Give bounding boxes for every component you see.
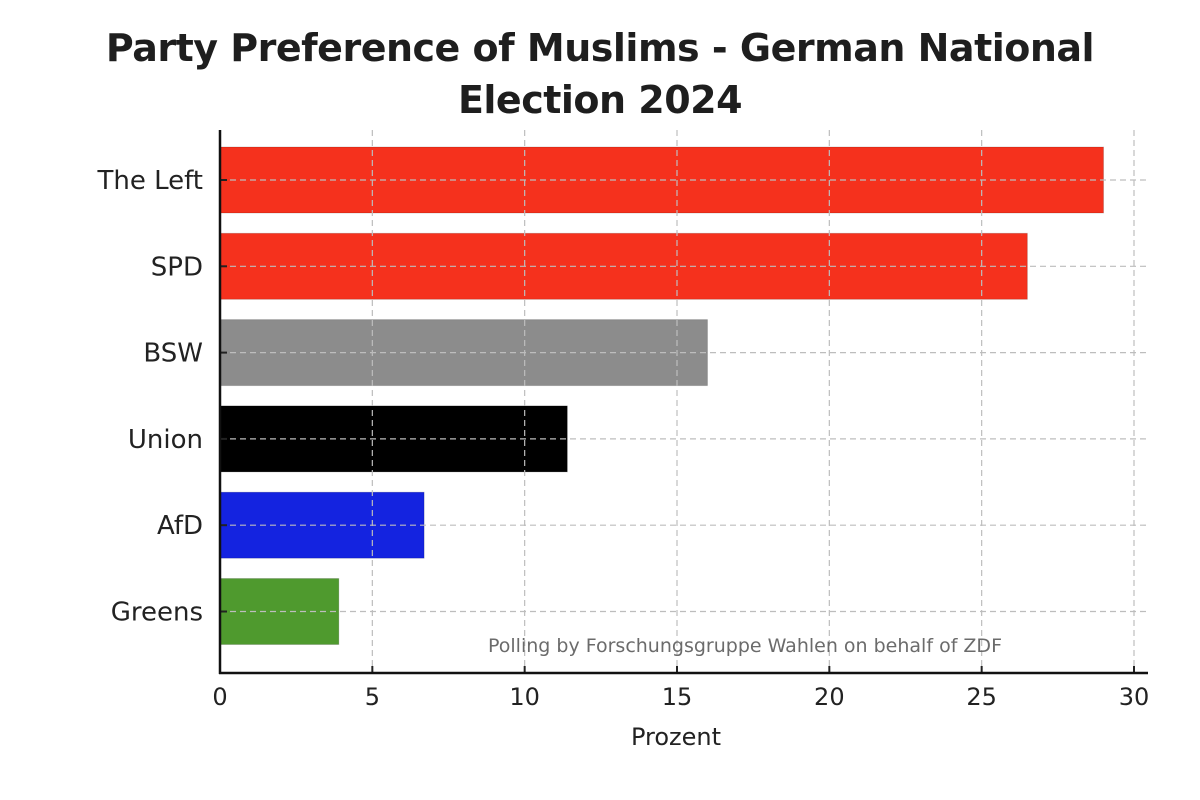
y-tick-labels: The Left SPD BSW Union AfD Greens — [96, 166, 203, 628]
y-tick-label: Greens — [111, 598, 203, 628]
y-tick-label: The Left — [96, 166, 203, 196]
grid-group — [220, 130, 1146, 673]
x-tick-label: 20 — [814, 683, 845, 711]
x-tick-label: 15 — [662, 683, 693, 711]
chart-title: Party Preference of Muslims - German Nat… — [0, 22, 1200, 126]
x-tick-label: 25 — [966, 683, 997, 711]
y-tick-label: BSW — [143, 339, 203, 369]
x-axis-label: Prozent — [631, 723, 721, 751]
x-tick-label: 0 — [212, 683, 227, 711]
bar-greens — [219, 578, 340, 645]
x-tick-label: 10 — [509, 683, 540, 711]
source-annotation: Polling by Forschungsgruppe Wahlen on be… — [488, 635, 1002, 657]
axes-group — [218, 130, 1148, 675]
y-tick-label: AfD — [157, 511, 203, 541]
x-tick-labels: 0 5 10 15 20 25 30 — [212, 683, 1149, 711]
x-tick-label: 30 — [1119, 683, 1150, 711]
chart-title-line-1: Party Preference of Muslims - German Nat… — [105, 26, 1095, 70]
x-tick-label: 5 — [365, 683, 380, 711]
bar-the-left — [219, 146, 1105, 214]
bars-group — [219, 146, 1105, 645]
y-tick-label: SPD — [151, 252, 203, 282]
y-tick-label: Union — [128, 425, 203, 455]
chart-title-line-2: Election 2024 — [457, 78, 743, 122]
